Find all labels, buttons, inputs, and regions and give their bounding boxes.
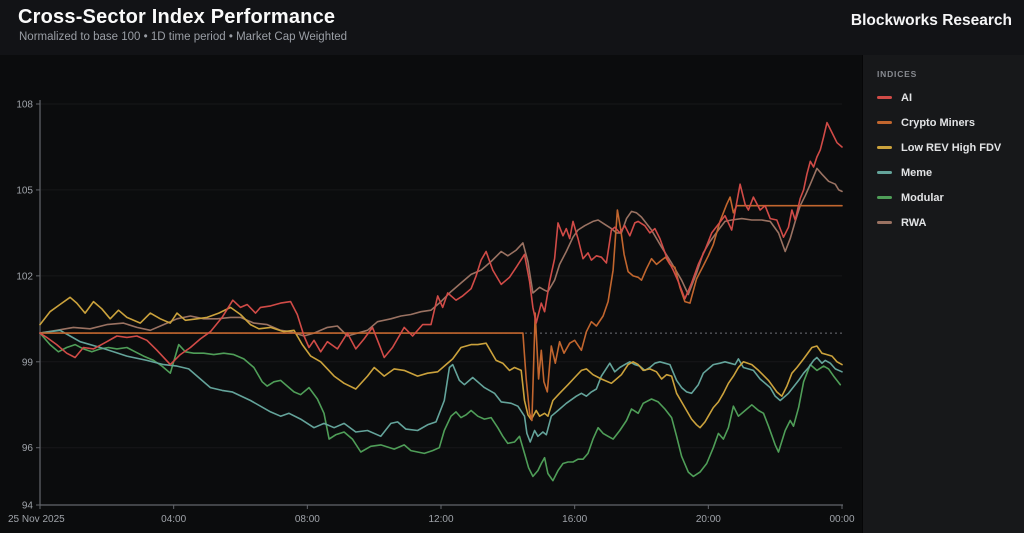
legend-item-rwa[interactable]: RWA	[877, 210, 1024, 235]
legend-swatch-icon	[877, 221, 892, 224]
legend-swatch-icon	[877, 171, 892, 174]
legend-item-crypto-miners[interactable]: Crypto Miners	[877, 110, 1024, 135]
legend-item-ai[interactable]: AI	[877, 85, 1024, 110]
y-tick-label: 94	[22, 501, 34, 512]
legend-item-label: Low REV High FDV	[901, 141, 1002, 154]
series-line-rwa	[39, 167, 843, 337]
legend-swatch-icon	[877, 121, 892, 124]
legend-item-modular[interactable]: Modular	[877, 185, 1024, 210]
legend-item-label: RWA	[901, 216, 927, 229]
x-tick-label: 16:00	[562, 514, 587, 525]
chart-area[interactable]: 94 96 99 102 105 108 25 Nov 2025 04:00 08:00 12:0…	[0, 55, 862, 533]
page-title: Cross-Sector Index Performance	[18, 6, 336, 28]
series-line-meme	[39, 329, 843, 443]
line-chart[interactable]: 94 96 99 102 105 108 25 Nov 2025 04:00 08:00 12:0…	[0, 55, 862, 533]
y-tick-label: 105	[16, 185, 33, 196]
legend-item-low-rev-high-fdv[interactable]: Low REV High FDV	[877, 135, 1024, 160]
legend-title: INDICES	[877, 69, 918, 79]
y-tick-label: 102	[16, 271, 33, 282]
legend-swatch-icon	[877, 146, 892, 149]
y-tick-label: 99	[22, 357, 34, 368]
series-line-modular	[39, 332, 842, 482]
legend-items: AI Crypto Miners Low REV High FDV Meme Modul…	[863, 83, 1024, 235]
x-tick-label: 25 Nov 2025	[8, 514, 65, 525]
legend-item-label: AI	[901, 91, 912, 104]
x-tick-label: 12:00	[428, 514, 453, 525]
y-tick-label: 108	[16, 100, 33, 111]
legend-panel: INDICES AI Crypto Miners Low REV High FDV M…	[862, 55, 1024, 533]
legend-item-label: Crypto Miners	[901, 116, 975, 129]
x-tick-label: 08:00	[295, 514, 320, 525]
series-line-ai	[39, 121, 843, 366]
y-tick-label: 96	[22, 443, 34, 454]
page-subtitle: Normalized to base 100 • 1D time period …	[19, 31, 348, 43]
legend-swatch-icon	[877, 96, 892, 99]
legend-item-meme[interactable]: Meme	[877, 160, 1024, 185]
x-tick-label: 20:00	[696, 514, 721, 525]
legend-swatch-icon	[877, 196, 892, 199]
brand-logo: Blockworks Research	[850, 12, 1012, 29]
legend-item-label: Modular	[901, 191, 944, 204]
header: Cross-Sector Index Performance Normalize…	[0, 0, 1024, 55]
x-tick-label: 00:00	[829, 514, 854, 525]
x-tick-label: 04:00	[161, 514, 186, 525]
series-line-crypto-miners	[39, 196, 843, 422]
legend-item-label: Meme	[901, 166, 933, 179]
